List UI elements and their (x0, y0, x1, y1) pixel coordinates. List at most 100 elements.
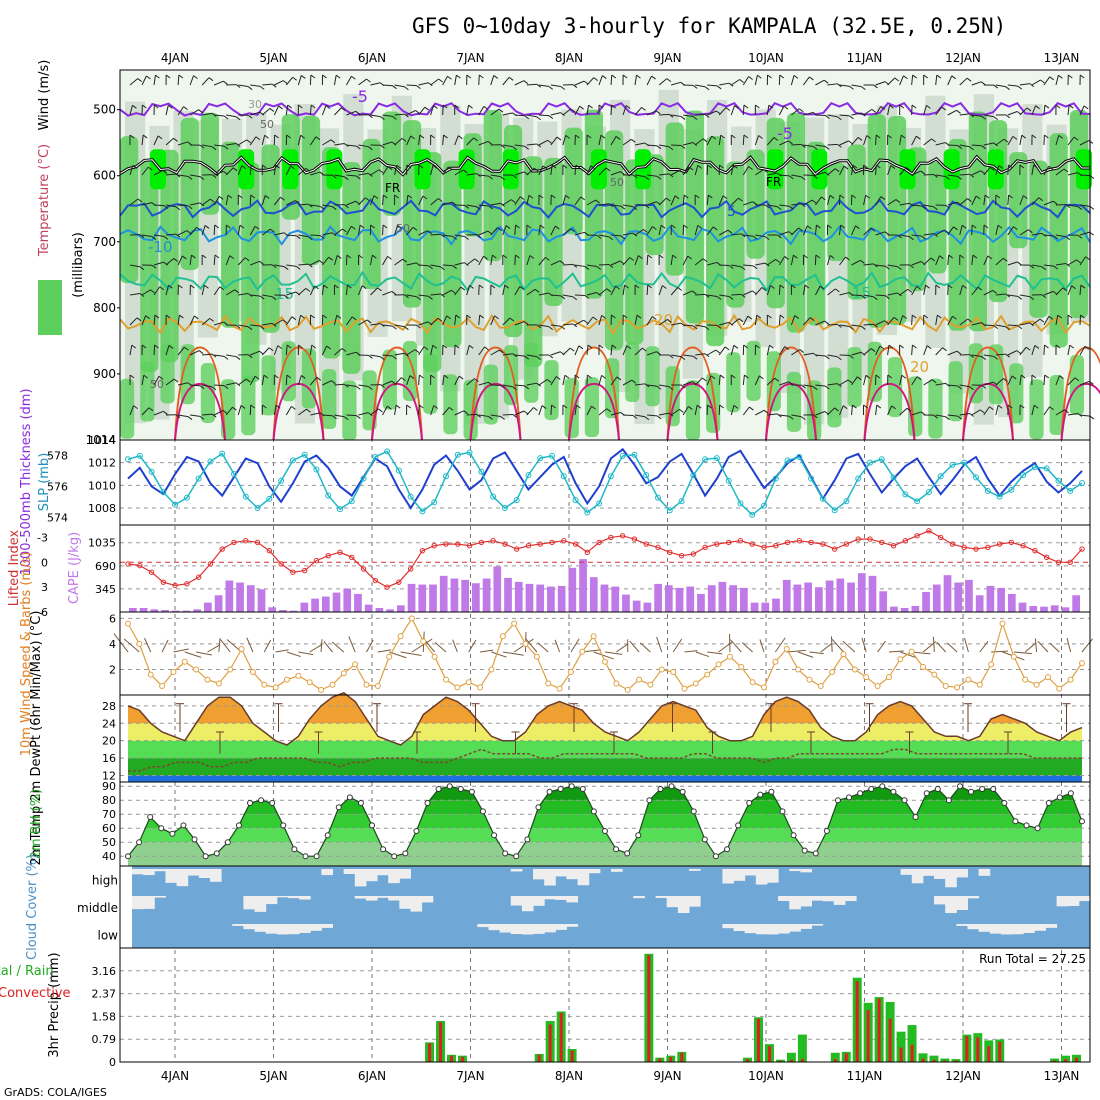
wind-barb (201, 285, 205, 296)
wind-barb-flag (707, 194, 713, 199)
wind-barb (1031, 232, 1042, 236)
wind-barb (490, 202, 501, 206)
wind-barb (345, 284, 348, 296)
wind-barb-flag (387, 255, 392, 260)
rh-point (602, 828, 608, 834)
wind-barb-flag (1059, 375, 1064, 380)
precip-conv-bar (647, 955, 651, 1062)
wind-barb (791, 203, 802, 206)
wind-barb-flag (209, 198, 215, 203)
wind-barb-flag (707, 164, 712, 169)
wind-barb (418, 230, 428, 236)
wind-barb (730, 345, 735, 356)
wind-barb-flag (175, 206, 181, 211)
wind-barb-flag (716, 110, 721, 115)
wind-barb (190, 202, 200, 206)
cape-bar (450, 578, 459, 612)
wind-barb (214, 144, 225, 147)
wind-barb (1043, 104, 1046, 116)
wind-barb-flag (608, 203, 614, 208)
cloud-cell (733, 869, 746, 881)
wind-barb-flag (776, 206, 782, 211)
wind-barb (430, 105, 434, 116)
wind-barb-flag (739, 79, 744, 83)
wind-barb-flag (569, 347, 575, 352)
wind-barb (466, 378, 475, 386)
wind-barb (887, 317, 895, 326)
wind-barb-flag (306, 408, 311, 413)
wind-barb-flag (945, 382, 950, 387)
run-total-label: Run Total = 27.25 (979, 952, 1086, 966)
wind-barb (742, 406, 750, 416)
wind-barb (129, 317, 138, 326)
wind-barb-flag (247, 326, 253, 331)
contour-label: -5 (777, 124, 793, 143)
wind-barb (201, 225, 206, 236)
wind-barb (502, 199, 512, 206)
wind-barb-flag (578, 345, 584, 350)
upper-ylabel-part: Wind (m/s) (37, 60, 52, 131)
wind-barb-flag (418, 164, 424, 169)
rh-shade-green (706, 136, 725, 347)
wind-barb-flag (755, 104, 760, 109)
li-point (843, 541, 850, 547)
wind-barb (778, 105, 785, 116)
wind-barb-flag (334, 284, 339, 289)
li-line (127, 530, 1083, 588)
wind-speed-point (170, 669, 177, 676)
wind-barb (1019, 195, 1024, 206)
slp-point (867, 459, 873, 466)
wind-barb (598, 375, 603, 386)
wind-barb (694, 258, 704, 266)
wind-barb-flag (837, 83, 842, 88)
wind-barb (382, 141, 393, 146)
wind-barb-flag (616, 376, 622, 381)
li-point (702, 544, 708, 551)
cloud-cell (521, 924, 534, 935)
wind-barb-flag (454, 344, 460, 349)
wind-barb (178, 414, 189, 418)
wind-barb (574, 264, 585, 267)
wind-barb (1067, 204, 1078, 208)
wind-barb (983, 354, 994, 357)
wind-barb (129, 293, 140, 296)
wind-barb (923, 257, 932, 266)
wind-barb (165, 378, 175, 386)
cape-bar (943, 575, 952, 612)
wind-barb-flag (743, 134, 749, 139)
rh-shade-green (362, 138, 381, 290)
wind-barb (911, 75, 914, 86)
wind-barb-flag (378, 169, 384, 174)
wind-barb-flag (1029, 83, 1035, 88)
wind-barb-flag (767, 314, 772, 319)
wind-speed-point (545, 680, 552, 687)
wind-barb-flag (880, 196, 886, 200)
cape-bar (472, 583, 480, 612)
wind-barb-flag (1017, 325, 1023, 330)
li-point (478, 539, 485, 546)
cloud-cell (934, 896, 946, 905)
li-point (466, 543, 473, 549)
wind-barb-flag (151, 264, 157, 269)
wind-barb-flag (819, 285, 825, 290)
wind-barb-flag (254, 375, 260, 380)
wind-barb (141, 166, 149, 176)
wind-barb (129, 165, 134, 176)
wind-barb-flag (865, 194, 870, 199)
surface-wind-barb (524, 637, 538, 653)
surface-wind-barb (861, 637, 867, 653)
wind-barb (213, 224, 216, 236)
wind-barb-flag (953, 226, 958, 231)
rh-point (235, 822, 242, 829)
wind-barb (815, 320, 825, 326)
wind-barb (935, 75, 938, 86)
wind-barb-flag (957, 176, 962, 180)
wind-speed-point (579, 648, 586, 655)
li-point (266, 547, 273, 554)
temperature-contour (119, 225, 1091, 246)
rh-shade-green (887, 115, 907, 326)
wind-barb-flag (873, 263, 878, 268)
cape-bar (600, 584, 609, 612)
wind-barb (730, 318, 740, 326)
wind-speed-point (885, 674, 892, 681)
